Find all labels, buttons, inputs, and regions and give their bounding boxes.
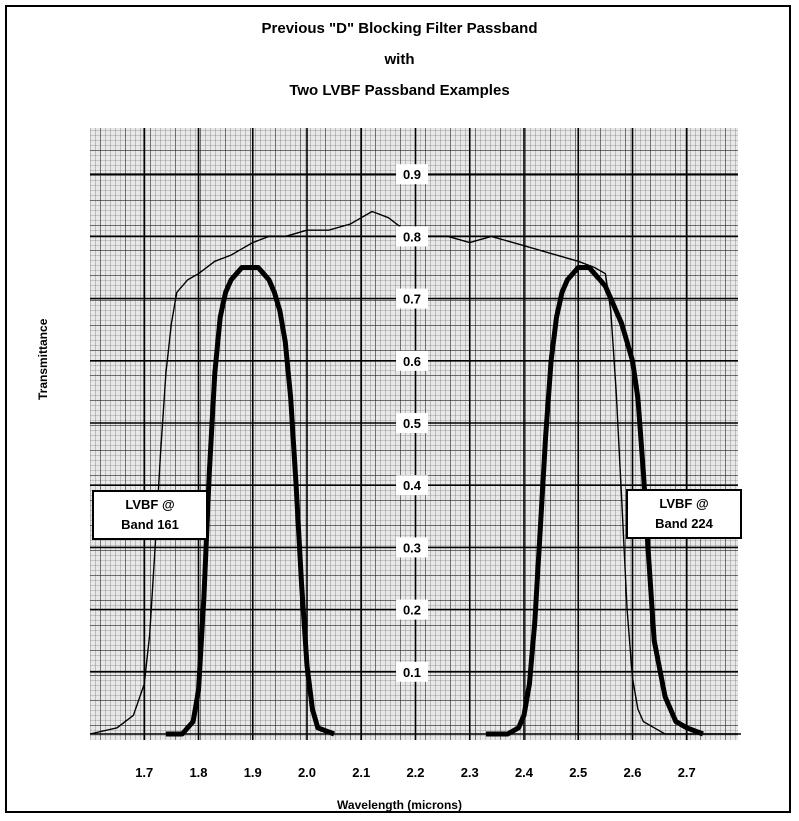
series-layer xyxy=(89,210,741,737)
y-tick-text: 0.3 xyxy=(403,540,421,555)
series-line-2 xyxy=(486,265,704,737)
series-line-1 xyxy=(165,265,335,737)
y-tick-label-bg xyxy=(396,288,428,309)
y-tick-text: 0.1 xyxy=(403,665,421,680)
y-tick-label-bg xyxy=(396,164,428,185)
x-tick-label: 2.0 xyxy=(298,765,316,780)
y-tick-text: 0.5 xyxy=(403,416,421,431)
x-tick-label: 2.7 xyxy=(678,765,696,780)
y-tick-label-bg xyxy=(396,413,428,433)
y-tick-label: 0.2 xyxy=(396,599,428,620)
y-tick-label: 0.1 xyxy=(396,661,428,682)
title-line-2: with xyxy=(384,51,415,68)
x-tick-label: 2.5 xyxy=(569,765,587,780)
title-line-3: Two LVBF Passband Examples xyxy=(289,82,510,99)
y-tick-label: 0.8 xyxy=(396,226,428,247)
callout-band-161-line2: Band 161 xyxy=(121,517,179,532)
callout-band-224-line2: Band 224 xyxy=(655,516,713,531)
title-line-1: Previous "D" Blocking Filter Passband xyxy=(261,20,538,37)
x-tick-label: 2.6 xyxy=(623,765,641,780)
y-tick-label: 0.7 xyxy=(396,288,428,309)
x-axis-label: Wavelength (microns) xyxy=(337,798,462,812)
x-tick-label: 2.3 xyxy=(461,765,479,780)
y-tick-label-bg xyxy=(396,599,428,620)
y-tick-text: 0.8 xyxy=(403,229,421,244)
y-tick-text: 0.4 xyxy=(403,478,422,493)
x-tick-label: 1.8 xyxy=(189,765,207,780)
y-tick-text: 0.9 xyxy=(403,167,421,182)
x-tick-label: 2.2 xyxy=(406,765,424,780)
y-tick-label-bg xyxy=(396,350,428,371)
callout-band-224-line1: LVBF @ xyxy=(659,496,709,511)
x-tick-label: 2.4 xyxy=(515,765,534,780)
y-tick-text: 0.6 xyxy=(403,354,421,369)
y-tick-label: 0.5 xyxy=(396,413,428,433)
y-tick-label: 0.4 xyxy=(396,475,428,496)
y-tick-label-bg xyxy=(396,661,428,682)
series-line-0 xyxy=(89,210,741,735)
callout-band-224: LVBF @ Band 224 xyxy=(626,489,742,539)
y-tick-label: 0.3 xyxy=(396,537,428,558)
x-tick-label: 2.1 xyxy=(352,765,370,780)
callout-band-161: LVBF @ Band 161 xyxy=(92,490,208,540)
y-tick-label: 0.6 xyxy=(396,350,428,371)
x-tick-label: 1.9 xyxy=(244,765,262,780)
y-axis-label: Transmittance xyxy=(36,318,50,400)
y-tick-label-bg xyxy=(396,475,428,496)
y-tick-text: 0.7 xyxy=(403,292,421,307)
y-tick-text: 0.2 xyxy=(403,603,421,618)
y-tick-labels: 0.1 0.2 0.3 0.4 0.5 0.6 0.7 0.8 0.9 xyxy=(396,164,428,682)
y-tick-label-bg xyxy=(396,537,428,558)
y-tick-label: 0.9 xyxy=(396,164,428,185)
callout-band-161-line1: LVBF @ xyxy=(125,497,175,512)
x-tick-label: 1.7 xyxy=(135,765,153,780)
y-tick-label-bg xyxy=(396,226,428,247)
x-tick-labels: 1.7 1.8 1.9 2.0 2.1 2.2 2.3 2.4 2.5 2.6 2.7 xyxy=(135,765,696,780)
